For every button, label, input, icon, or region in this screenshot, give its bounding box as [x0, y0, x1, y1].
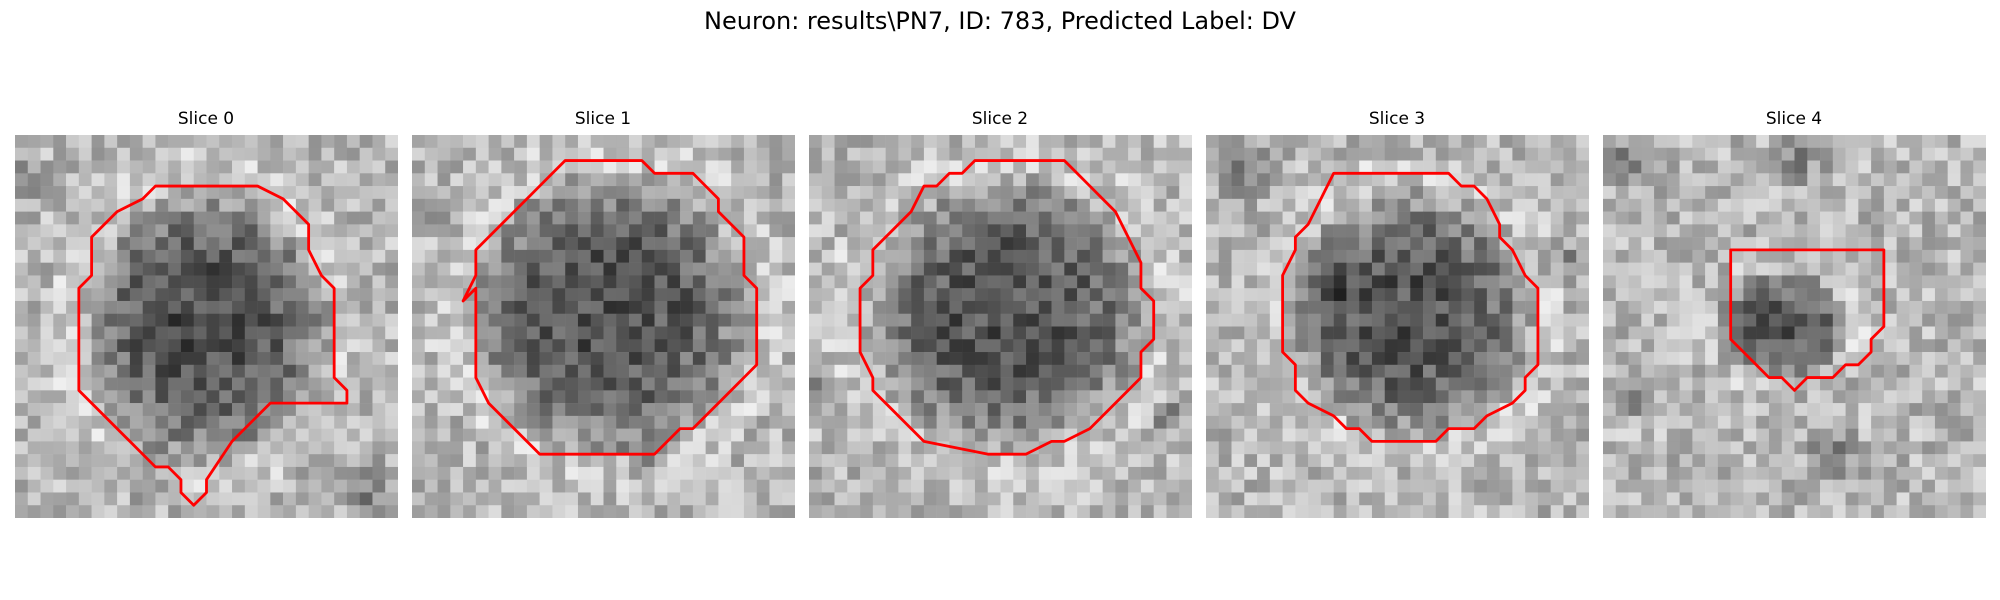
- figure-title: Neuron: results\PN7, ID: 783, Predicted …: [704, 7, 1296, 35]
- slice-0-contour: [77, 184, 349, 507]
- slice-2-contour: [858, 159, 1156, 456]
- slice-1-pixels: [412, 135, 795, 518]
- slice-2-pixels: [809, 135, 1192, 518]
- slice-2-image: [809, 135, 1192, 518]
- slice-3-title: Slice 3: [1368, 109, 1426, 129]
- slice-1-image: [412, 135, 795, 518]
- slice-3-pixels: [1206, 135, 1589, 518]
- slice-0-title: Slice 0: [177, 109, 235, 129]
- slice-1-contour: [461, 159, 759, 456]
- slice-0-image: [15, 135, 398, 518]
- slice-4-image: [1603, 135, 1986, 518]
- slice-3-contour: [1281, 171, 1540, 443]
- slice-3-image: [1206, 135, 1589, 518]
- slice-0-pixels: [15, 135, 398, 518]
- slice-4-pixels: [1603, 135, 1986, 518]
- slice-4-title: Slice 4: [1765, 109, 1823, 129]
- slice-2-title: Slice 2: [971, 109, 1029, 129]
- slice-1-title: Slice 1: [574, 109, 632, 129]
- slice-4-contour: [1729, 248, 1886, 392]
